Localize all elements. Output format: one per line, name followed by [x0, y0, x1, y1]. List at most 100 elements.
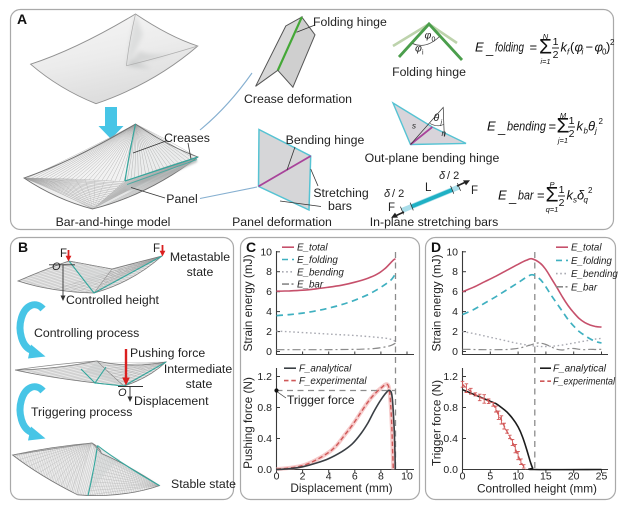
svg-text:Metastable: Metastable [170, 250, 230, 264]
svg-text:Pushing force: Pushing force [130, 346, 205, 360]
svg-text:2: 2 [559, 197, 565, 209]
svg-text:F: F [471, 185, 478, 197]
svg-text:2: 2 [300, 471, 306, 483]
svg-text:=: = [549, 119, 557, 134]
svg-text:10: 10 [260, 246, 272, 258]
svg-text:i: i [582, 48, 584, 57]
svg-text:D: D [431, 239, 441, 255]
svg-text:E: E [487, 119, 496, 134]
svg-text:Σ: Σ [546, 184, 559, 207]
svg-text:6: 6 [452, 286, 458, 298]
svg-text:4: 4 [266, 306, 272, 318]
svg-text:2: 2 [553, 49, 559, 61]
svg-text:Out-plane bending hinge: Out-plane bending hinge [365, 151, 500, 165]
svg-text:F_experimental: F_experimental [299, 376, 367, 387]
svg-text:25: 25 [596, 471, 608, 483]
svg-text:Σ: Σ [557, 115, 570, 138]
svg-text:4: 4 [452, 306, 458, 318]
svg-text:E_bending: E_bending [297, 267, 344, 278]
svg-text:k: k [561, 40, 569, 55]
svg-text:F: F [388, 202, 395, 214]
svg-text:Stable state: Stable state [171, 477, 236, 491]
svg-text:θ: θ [434, 112, 440, 124]
svg-text:F_analytical: F_analytical [299, 364, 352, 375]
svg-text:Controlled height: Controlled height [66, 293, 160, 307]
svg-text:1: 1 [553, 36, 559, 48]
svg-text:0.0: 0.0 [257, 464, 272, 476]
svg-text:j: j [440, 120, 443, 127]
svg-text:b: b [584, 127, 589, 136]
svg-text:2: 2 [266, 326, 272, 338]
svg-text:Panel: Panel [166, 192, 197, 206]
svg-text:O: O [118, 387, 127, 399]
svg-text:bars: bars [328, 199, 352, 213]
svg-text:Bending hinge: Bending hinge [286, 133, 365, 147]
svg-text:E_total: E_total [297, 243, 328, 254]
svg-text:E: E [475, 40, 484, 55]
svg-text:2: 2 [610, 38, 615, 47]
svg-text:Trigger force: Trigger force [287, 393, 355, 407]
svg-text:2: 2 [452, 326, 458, 338]
svg-text:=: = [530, 40, 538, 55]
svg-text:Folding hinge: Folding hinge [313, 15, 387, 29]
svg-text:L: L [425, 182, 432, 194]
svg-text:_: _ [508, 190, 517, 205]
svg-text:Controlling process: Controlling process [34, 326, 139, 340]
svg-text:Intermediate: Intermediate [164, 362, 233, 376]
svg-text:F_experimental: F_experimental [553, 377, 616, 388]
svg-text:0.4: 0.4 [443, 433, 458, 445]
svg-text:state: state [186, 377, 213, 391]
svg-text:Creases: Creases [164, 131, 210, 145]
svg-text:E_bar: E_bar [297, 280, 324, 291]
svg-text:Displacement: Displacement [134, 394, 209, 408]
svg-text:Triggering process: Triggering process [31, 405, 132, 419]
svg-text:i: i [422, 50, 424, 57]
svg-text:Pushing force (N): Pushing force (N) [241, 377, 255, 469]
svg-text:10: 10 [446, 246, 458, 258]
svg-text:−: − [586, 40, 594, 55]
svg-text:8: 8 [452, 266, 458, 278]
svg-text:Crease deformation: Crease deformation [244, 92, 352, 106]
svg-text:n: n [442, 129, 447, 138]
svg-text:/ 2: / 2 [447, 170, 459, 182]
svg-text:f: f [567, 48, 570, 57]
svg-text:10: 10 [512, 471, 524, 483]
svg-text:E_folding: E_folding [297, 255, 338, 266]
svg-text:E_total: E_total [571, 243, 602, 254]
svg-text:k: k [577, 119, 585, 134]
svg-text:2: 2 [569, 128, 575, 140]
svg-text:F_analytical: F_analytical [553, 364, 607, 375]
svg-text:5: 5 [487, 471, 493, 483]
svg-text:bar: bar [518, 188, 534, 203]
svg-text:(: ( [570, 40, 575, 55]
svg-text:φ: φ [415, 43, 422, 55]
svg-text:bending: bending [507, 119, 547, 134]
svg-text:_: _ [485, 42, 494, 57]
svg-text:0.8: 0.8 [257, 402, 272, 414]
svg-text:Bar-and-hinge model: Bar-and-hinge model [56, 215, 171, 229]
svg-text:Panel deformation: Panel deformation [232, 215, 332, 229]
svg-text:): ) [606, 40, 610, 55]
svg-text:C: C [246, 239, 256, 255]
svg-text:Displacement (mm): Displacement (mm) [290, 481, 392, 495]
svg-text:E: E [498, 188, 507, 203]
svg-text:1.2: 1.2 [257, 371, 272, 383]
svg-text:Trigger force (N): Trigger force (N) [430, 380, 444, 466]
svg-text:2: 2 [588, 186, 593, 195]
svg-text:4: 4 [326, 471, 332, 483]
svg-text:0: 0 [432, 37, 436, 44]
svg-text:=: = [537, 188, 545, 203]
svg-text:i=1: i=1 [540, 57, 550, 66]
svg-text:state: state [187, 265, 214, 279]
svg-text:15: 15 [540, 471, 552, 483]
svg-text:j=1: j=1 [557, 136, 568, 145]
svg-text:E_bar: E_bar [571, 282, 598, 293]
svg-text:E_bending: E_bending [571, 269, 618, 280]
svg-text:0.0: 0.0 [443, 464, 458, 476]
svg-text:φ: φ [425, 30, 432, 42]
svg-text:j: j [594, 127, 597, 136]
svg-text:M: M [560, 111, 567, 120]
svg-text:20: 20 [568, 471, 580, 483]
svg-text:1: 1 [559, 184, 565, 196]
svg-text:s: s [573, 196, 577, 205]
